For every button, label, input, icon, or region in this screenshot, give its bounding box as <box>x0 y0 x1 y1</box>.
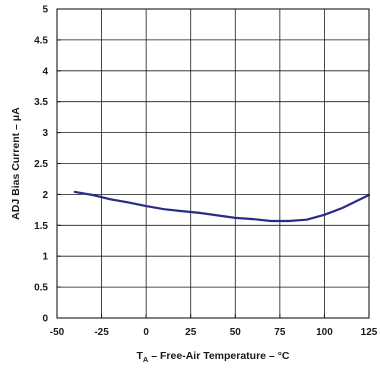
x-tick-label: 75 <box>274 327 286 338</box>
x-axis-title-rest: – Free-Air Temperature – °C <box>148 350 290 362</box>
y-tick-label: 2.5 <box>34 159 48 170</box>
x-axis-title-main: T <box>137 350 144 362</box>
x-tick-label: 125 <box>361 327 378 338</box>
x-axis-title-subscript: A <box>143 355 149 364</box>
plot-frame <box>56 8 370 319</box>
y-tick-label: 1.5 <box>34 221 48 232</box>
y-tick-label: 3.5 <box>34 97 48 108</box>
y-tick-label: 3 <box>42 128 48 139</box>
y-axis-title: ADJ Bias Current – μA <box>10 107 22 220</box>
y-tick-label: 5 <box>42 5 48 16</box>
y-tick-label: 2 <box>42 190 48 201</box>
y-tick-label: 0 <box>42 314 48 325</box>
x-tick-labels: -50 -25 0 25 50 75 100 125 <box>50 327 378 338</box>
x-axis-title: TA – Free-Air Temperature – °C <box>137 350 290 364</box>
x-tick-label: -50 <box>50 327 65 338</box>
x-tick-label: 50 <box>230 327 242 338</box>
grid <box>57 9 369 318</box>
y-tick-labels: 0 0.5 1 1.5 2 2.5 3 3.5 4 4.5 5 <box>34 5 48 325</box>
y-tick-label: 0.5 <box>34 283 48 294</box>
x-tick-label: -25 <box>94 327 109 338</box>
y-tick-label: 4 <box>42 66 48 77</box>
bias-current-line <box>73 190 371 223</box>
x-tick-label: 25 <box>185 327 197 338</box>
y-tick-label: 1 <box>42 252 48 263</box>
x-tick-label: 100 <box>316 327 333 338</box>
series-layer <box>73 190 371 223</box>
y-tick-label: 4.5 <box>34 35 48 46</box>
x-tick-label: 0 <box>143 327 149 338</box>
